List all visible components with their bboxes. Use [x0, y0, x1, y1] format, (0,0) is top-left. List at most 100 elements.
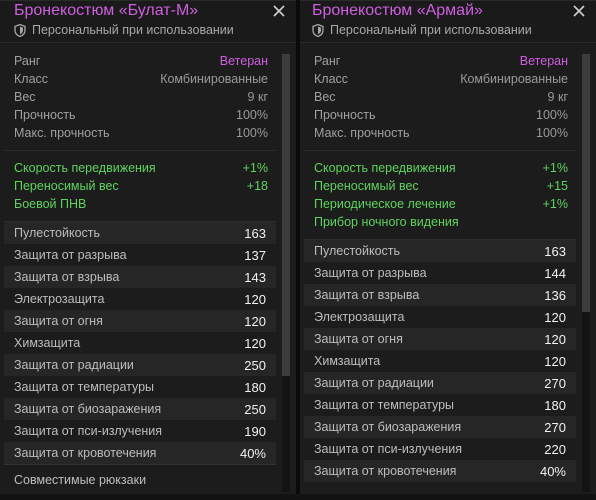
item-card-bulat: Бронекостюм «Булат-М» Персональный при и… — [0, 0, 296, 500]
protection-row-label: Защита от температуры — [14, 380, 155, 394]
stat-row: Прочность 100% — [314, 106, 568, 124]
protection-row-value: 220 — [544, 441, 566, 457]
bottom-edge — [0, 494, 596, 500]
protection-row: Защита от кровотечения 40% — [304, 460, 576, 482]
protection-row-label: Защита от пси-излучения — [14, 424, 163, 438]
protection-row: Защита от радиации 270 — [304, 372, 576, 394]
protection-row: Защита от биозаражения 250 — [4, 398, 276, 420]
protection-row-label: Защита от взрыва — [14, 270, 120, 284]
bonus-row-value: +18 — [246, 179, 268, 193]
card-header: Бронекостюм «Армай» Персональный при исп… — [300, 1, 596, 43]
stats-section: Ранг Ветеран Класс Комбинированные Вес 9 кг Пр… — [4, 44, 276, 151]
stats-section: Ранг Ветеран Класс Комбинированные Вес 9 кг Пр… — [304, 44, 576, 151]
protection-row-label: Химзащита — [14, 336, 81, 350]
protection-row-value: 120 — [244, 313, 266, 329]
protection-row-value: 120 — [544, 353, 566, 369]
stat-row-label: Макс. прочность — [314, 126, 410, 140]
panel-divider — [296, 0, 300, 500]
stat-row-label: Вес — [314, 90, 336, 104]
binding-label: Персональный при использовании — [32, 23, 234, 37]
bonus-row-label: Скорость передвижения — [314, 161, 456, 175]
stat-row-label: Вес — [14, 90, 36, 104]
close-icon[interactable] — [272, 4, 286, 18]
protection-row-value: 180 — [544, 397, 566, 413]
protection-row-value: 40% — [239, 445, 266, 461]
protection-row-label: Электрозащита — [14, 292, 105, 306]
bonus-row: Переносимый вес +18 — [14, 177, 268, 195]
item-subtitle: Персональный при использовании — [312, 23, 596, 37]
stat-row: Макс. прочность 100% — [314, 124, 568, 142]
protection-row-label: Защита от кровотечения — [14, 446, 157, 460]
stat-row: Класс Комбинированные — [14, 70, 268, 88]
protection-row-value: 163 — [544, 243, 566, 259]
compatible-backpacks[interactable]: Совместимые рюкзаки — [4, 464, 276, 495]
protection-row-value: 180 — [244, 379, 266, 395]
protection-row: Электрозащита 120 — [304, 306, 576, 328]
bonus-row: Прибор ночного видения — [314, 213, 568, 231]
protection-row: Защита от кровотечения 40% — [4, 442, 276, 464]
protection-row-label: Защита от биозаражения — [14, 402, 162, 416]
protection-row: Химзащита 120 — [4, 332, 276, 354]
stat-row-value: Комбинированные — [460, 72, 568, 86]
stat-row-value: 100% — [236, 126, 268, 140]
protection-row-value: 163 — [244, 225, 266, 241]
stat-row-label: Прочность — [14, 108, 76, 122]
scroll-thumb[interactable] — [582, 54, 590, 312]
stat-row: Вес 9 кг — [314, 88, 568, 106]
protection-row: Защита от пси-излучения 190 — [4, 420, 276, 442]
protection-row: Защита от огня 120 — [304, 328, 576, 350]
protection-row-label: Защита от температуры — [314, 398, 455, 412]
stat-row-value: Ветеран — [219, 54, 268, 68]
protection-row-value: 137 — [244, 247, 266, 263]
close-icon[interactable] — [572, 4, 586, 18]
protection-row-value: 144 — [544, 265, 566, 281]
protection-row-label: Защита от огня — [14, 314, 103, 328]
protection-row-label: Химзащита — [314, 354, 381, 368]
scrollbar[interactable] — [582, 54, 590, 492]
protection-row: Пулестойкость 163 — [304, 240, 576, 262]
item-title: Бронекостюм «Булат-М» — [14, 2, 199, 19]
protection-row: Защита от взрыва 136 — [304, 284, 576, 306]
protection-row-label: Пулестойкость — [314, 244, 401, 258]
protection-row: Электрозащита 120 — [4, 288, 276, 310]
protection-list: Пулестойкость 163 Защита от разрыва 144 Защи… — [304, 240, 576, 482]
protection-row: Защита от взрыва 143 — [4, 266, 276, 288]
item-subtitle: Персональный при использовании — [14, 23, 296, 37]
stat-row-label: Ранг — [14, 54, 41, 68]
protection-row: Защита от температуры 180 — [304, 394, 576, 416]
bonus-row-label: Переносимый вес — [314, 179, 419, 193]
card-content: Ранг Ветеран Класс Комбинированные Вес 9 кг Пр… — [4, 44, 276, 500]
protection-row: Пулестойкость 163 — [4, 222, 276, 244]
protection-row-value: 143 — [244, 269, 266, 285]
protection-row-value: 40% — [539, 463, 566, 479]
protection-row-label: Защита от пси-излучения — [314, 442, 463, 456]
bonus-row-value: +1% — [542, 197, 568, 211]
binding-label: Персональный при использовании — [330, 23, 532, 37]
bonus-row-value: +15 — [546, 179, 568, 193]
item-card-armai: Бронекостюм «Армай» Персональный при исп… — [300, 0, 596, 500]
protection-row-value: 250 — [244, 401, 266, 417]
protection-row-label: Защита от биозаражения — [314, 420, 462, 434]
stat-row-label: Класс — [14, 72, 49, 86]
stat-row: Макс. прочность 100% — [14, 124, 268, 142]
stat-row-value: Комбинированные — [160, 72, 268, 86]
protection-row-label: Защита от радиации — [314, 376, 434, 390]
protection-row-value: 120 — [244, 335, 266, 351]
bonus-row: Скорость передвижения +1% — [314, 159, 568, 177]
protection-row-label: Защита от разрыва — [314, 266, 427, 280]
bonus-row-label: Переносимый вес — [14, 179, 119, 193]
scrollbar[interactable] — [282, 54, 290, 492]
protection-row-label: Защита от радиации — [14, 358, 134, 372]
stat-row: Ранг Ветеран — [14, 52, 268, 70]
protection-row-value: 270 — [544, 375, 566, 391]
protection-row: Химзащита 120 — [304, 350, 576, 372]
protection-row: Защита от пси-излучения 220 — [304, 438, 576, 460]
protection-row: Защита от огня 120 — [4, 310, 276, 332]
stat-row: Класс Комбинированные — [314, 70, 568, 88]
stat-row-label: Прочность — [314, 108, 376, 122]
bonuses-section: Скорость передвижения +1% Переносимый вес +… — [4, 151, 276, 222]
protection-row-label: Защита от взрыва — [314, 288, 420, 302]
protection-row-label: Электрозащита — [314, 310, 405, 324]
protection-row-label: Защита от разрыва — [14, 248, 127, 262]
scroll-thumb[interactable] — [282, 54, 290, 376]
